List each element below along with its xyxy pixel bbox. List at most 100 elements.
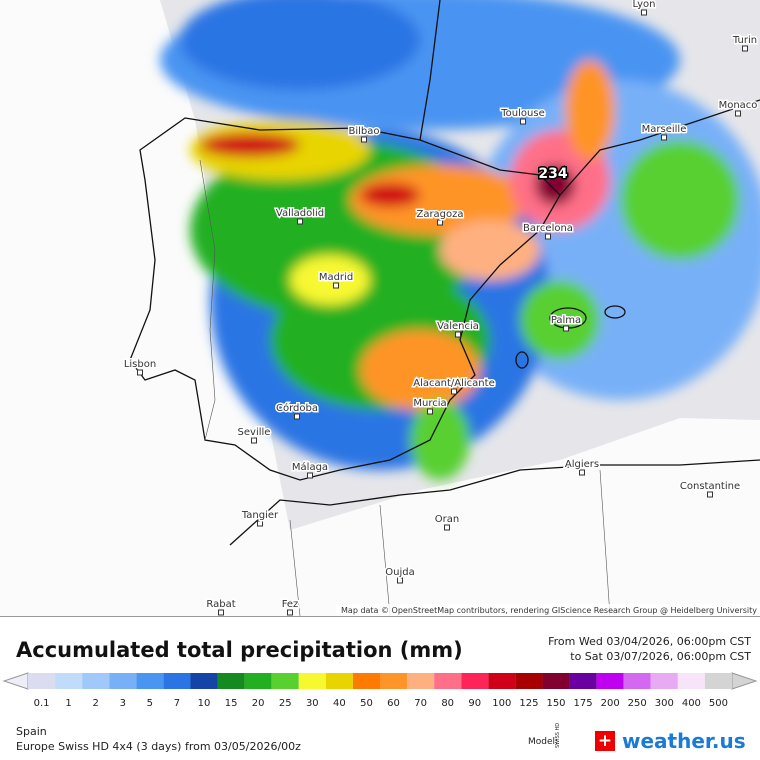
city-marker: [397, 577, 403, 584]
legend-label: 150: [546, 698, 565, 709]
legend-label: 40: [333, 698, 346, 709]
city-marker: [451, 388, 457, 395]
legend-label: 90: [468, 698, 481, 709]
city-marker: [297, 218, 303, 225]
legend-label: 1: [65, 698, 71, 709]
city-marker: [218, 609, 224, 616]
city-marker: [520, 118, 526, 125]
date-to: to Sat 03/07/2026, 06:00pm CST: [570, 650, 751, 663]
legend-swatch: [488, 673, 516, 689]
title: Accumulated total precipitation (mm): [16, 638, 463, 662]
legend-swatch: [569, 673, 597, 689]
city-marker: [361, 136, 367, 143]
model-label: Model:: [528, 737, 559, 747]
legend-label: 5: [147, 698, 153, 709]
city-marker: [735, 110, 741, 117]
legend-swatch: [55, 673, 83, 689]
legend-swatch: [461, 673, 489, 689]
legend-swatch: [407, 673, 435, 689]
city-marker: [641, 9, 647, 16]
date-from: From Wed 03/04/2026, 06:00pm CST: [548, 635, 751, 648]
city-label: Monaco: [719, 100, 758, 111]
city-label: Palma: [551, 315, 581, 326]
model-run: Europe Swiss HD 4x4 (3 days) from 03/05/…: [16, 740, 301, 753]
legend-label: 175: [574, 698, 593, 709]
city-labels: Lyon Turin Monaco Toulouse Marseille Bilbao Va…: [122, 0, 759, 616]
legend-swatch: [352, 673, 380, 689]
city-label: Lisbon: [124, 359, 156, 370]
city-marker: [294, 413, 300, 420]
legend-swatch: [623, 673, 651, 689]
city-marker: [333, 282, 339, 289]
legend-swatch: [434, 673, 462, 689]
city-label: Lyon: [632, 0, 655, 10]
legend-arrow-right: [731, 672, 758, 690]
legend-swatch: [163, 673, 191, 689]
legend-label: 200: [601, 698, 620, 709]
legend: 0.1 1 2 3 5 7 10 15 20 25 30 40 50 60 70 80 90 100 125 150 1…: [2, 672, 758, 709]
city-label: Algiers: [565, 459, 599, 470]
city-label: Madrid: [319, 272, 353, 283]
city-marker: [427, 408, 433, 415]
coastlines: [129, 0, 760, 546]
legend-swatch: [677, 673, 705, 689]
legend-label: 0.1: [34, 698, 50, 709]
legend-swatch: [515, 673, 543, 689]
attribution-bg: [336, 604, 760, 616]
city-label: Oran: [435, 514, 459, 525]
legend-swatch: [217, 673, 245, 689]
peak-label: 234: [538, 166, 567, 182]
legend-label: 2: [93, 698, 99, 709]
region: Spain: [16, 725, 47, 738]
legend-label: 7: [174, 698, 180, 709]
legend-swatch: [82, 673, 110, 689]
legend-label: 60: [387, 698, 400, 709]
legend-label: 30: [306, 698, 319, 709]
legend-swatch: [28, 673, 56, 689]
legend-swatch: [109, 673, 137, 689]
city-label: Constantine: [680, 481, 740, 492]
legend-label: 300: [655, 698, 674, 709]
model-badge: SWISS HD: [555, 722, 561, 748]
attribution: Map data © OpenStreetMap contributors, r…: [341, 606, 757, 615]
city-marker: [545, 233, 551, 240]
city-label: Zaragoza: [416, 209, 463, 220]
legend-swatch: [650, 673, 678, 689]
legend-swatch: [380, 673, 408, 689]
legend-swatch: [542, 673, 570, 689]
city-label: Alacant/Alicante: [413, 378, 494, 389]
brand[interactable]: weather.us: [622, 729, 746, 753]
legend-label: 10: [198, 698, 211, 709]
legend-swatch: [190, 673, 218, 689]
legend-label: 20: [252, 698, 265, 709]
legend-swatch: [136, 673, 164, 689]
city-marker: [307, 472, 313, 479]
legend-label: 25: [279, 698, 292, 709]
legend-label: 70: [414, 698, 427, 709]
city-label: Málaga: [292, 461, 328, 473]
city-label: Oujda: [385, 567, 414, 578]
legend-swatch: [704, 673, 732, 689]
city-label: Rabat: [206, 599, 235, 610]
city-label: Turin: [732, 35, 757, 46]
city-marker: [257, 520, 263, 527]
legend-label: 50: [360, 698, 373, 709]
legend-swatch: [298, 673, 326, 689]
legend-label: 3: [120, 698, 126, 709]
legend-swatch: [244, 673, 272, 689]
legend-label: 400: [682, 698, 701, 709]
city-marker: [661, 134, 667, 141]
city-label: Fez: [282, 599, 299, 610]
borders: [199, 159, 611, 616]
legend-label: 80: [441, 698, 454, 709]
city-marker: [251, 437, 257, 444]
city-label: Tangier: [241, 510, 279, 521]
city-marker: [707, 491, 713, 498]
city-marker: [742, 45, 748, 52]
city-label: Valencia: [437, 321, 479, 332]
legend-swatch: [271, 673, 299, 689]
city-label: Toulouse: [500, 108, 544, 119]
legend-label: 15: [225, 698, 238, 709]
legend-swatch: [596, 673, 624, 689]
